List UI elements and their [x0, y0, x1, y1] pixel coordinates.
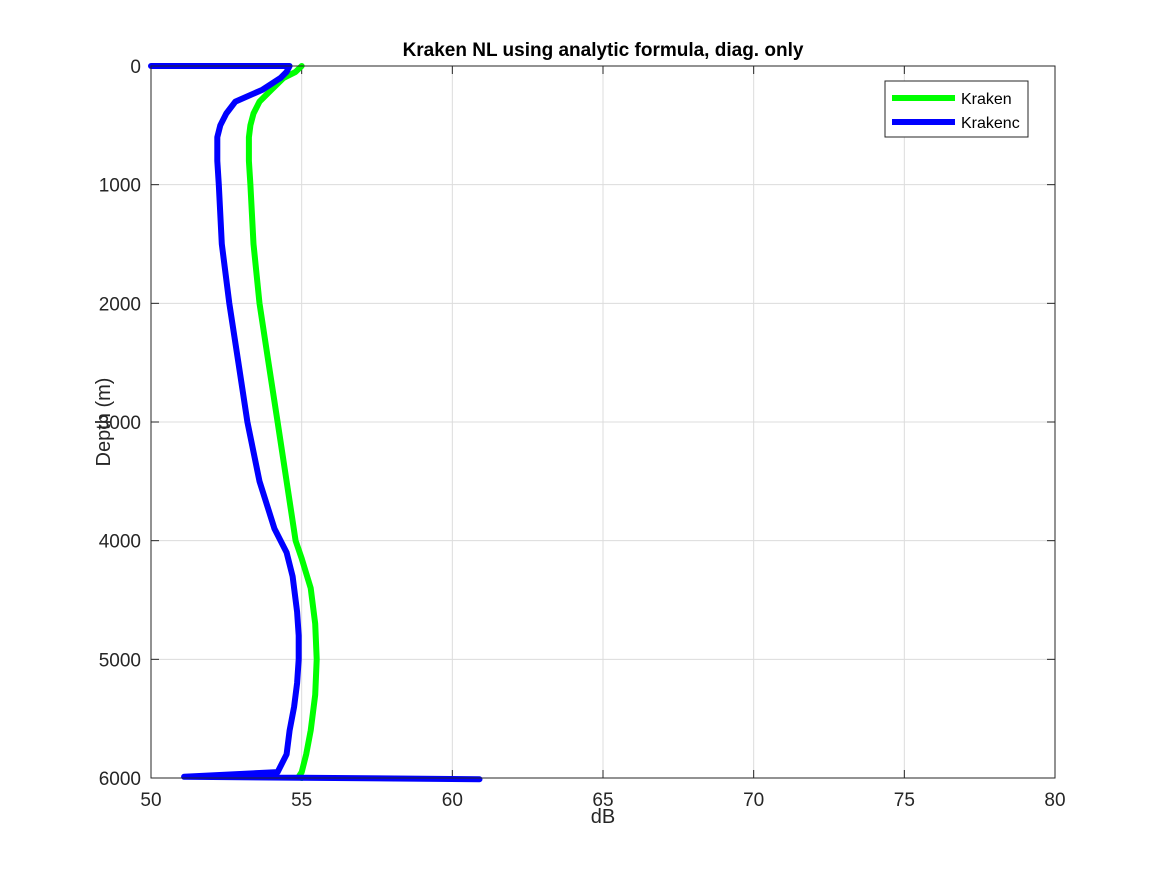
y-tick-label: 5000	[99, 650, 141, 671]
y-tick-label: 4000	[99, 532, 141, 553]
chart-title: Kraken NL using analytic formula, diag. …	[403, 40, 804, 61]
y-tick-label: 6000	[99, 769, 141, 790]
grid	[151, 66, 1055, 778]
series-lines	[148, 63, 483, 783]
x-tick-label: 50	[140, 790, 161, 811]
x-tick-label: 75	[894, 790, 915, 811]
axis-ticks: 50 55 60 65 70 75 80 0 1000 2000 3000 4000 5000 6000	[99, 57, 1066, 811]
legend-label-kraken: Kraken	[961, 91, 1012, 108]
x-tick-label: 65	[592, 790, 613, 811]
x-tick-label: 60	[442, 790, 463, 811]
y-tick-label: 1000	[99, 176, 141, 197]
legend-box	[884, 80, 1029, 138]
x-tick-label: 55	[291, 790, 312, 811]
plot-area: 50 55 60 65 70 75 80 0 1000 2000 3000 4000 5000 6000	[99, 57, 1066, 811]
axes-frame	[150, 65, 1056, 779]
series-line-kraken	[245, 63, 320, 781]
y-tick-label: 0	[130, 57, 141, 78]
x-tick-label: 80	[1044, 790, 1065, 811]
legend-label-krakenc: Krakenc	[961, 115, 1020, 132]
y-tick-label: 3000	[99, 413, 141, 434]
y-tick-label: 2000	[99, 294, 141, 315]
legend: Kraken Krakenc	[884, 80, 1029, 138]
y-axis-label: Depth (m)	[93, 378, 115, 467]
series-line-krakenc	[148, 63, 483, 783]
x-axis-label: dB	[591, 806, 615, 828]
x-tick-label: 70	[743, 790, 764, 811]
